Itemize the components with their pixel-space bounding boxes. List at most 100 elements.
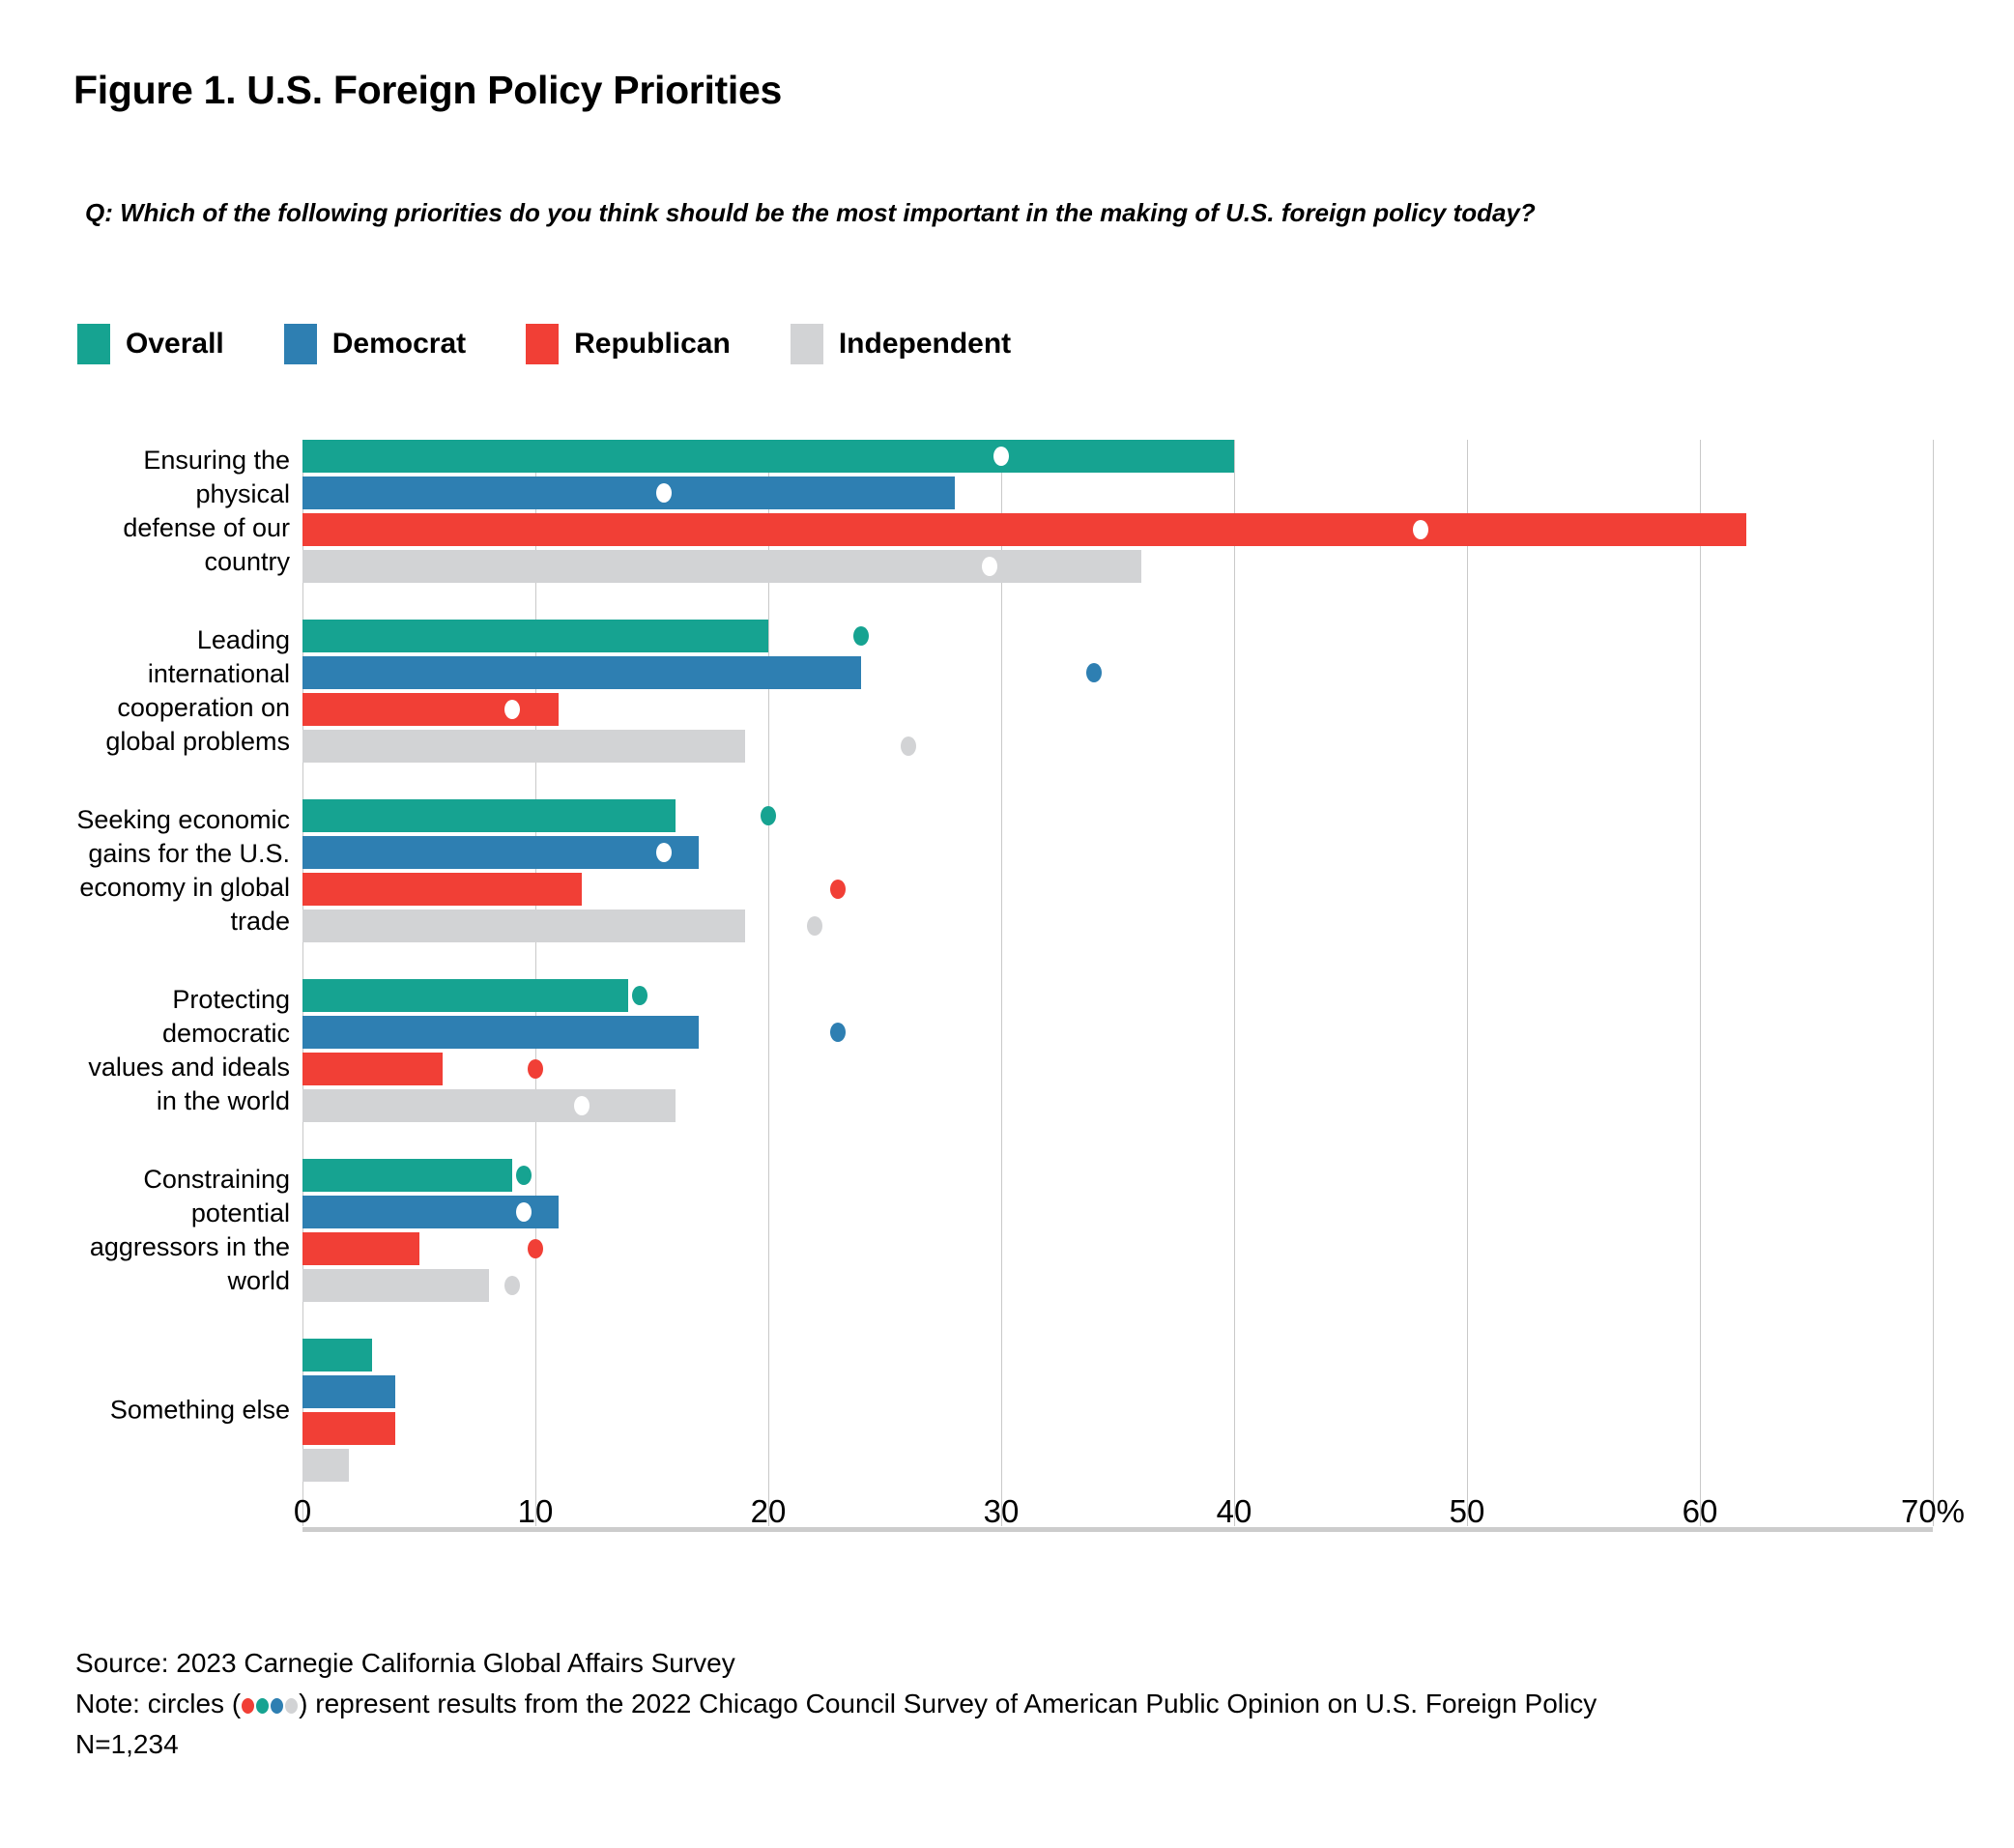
- legend-item-overall[interactable]: Overall: [77, 324, 224, 364]
- bar-group: [302, 440, 1933, 587]
- legend-swatch-icon: [77, 324, 110, 364]
- legend-item-democrat[interactable]: Democrat: [283, 324, 467, 364]
- bar-overall[interactable]: [302, 799, 676, 832]
- bar-democrat[interactable]: [302, 1196, 560, 1228]
- chart-plot-area: [302, 440, 1934, 1532]
- category-label: Protecting democratic values and ideals …: [88, 984, 290, 1116]
- bar-row: [302, 1449, 1933, 1482]
- bar-row: [302, 656, 1933, 689]
- x-tick-label-20: 20: [750, 1493, 787, 1529]
- bar-independent[interactable]: [302, 550, 1141, 583]
- note-line: Note: circles ( ) represent results from …: [75, 1684, 1597, 1724]
- legend-item-republican[interactable]: Republican: [526, 324, 731, 364]
- bar-row: [302, 693, 1933, 726]
- note-dot-swatches: [241, 1684, 299, 1724]
- bar-republican[interactable]: [302, 1053, 443, 1085]
- category-label: Leading international cooperation on glo…: [105, 624, 290, 757]
- bar-independent[interactable]: [302, 730, 745, 763]
- marker-dot-republican: [528, 1239, 543, 1258]
- legend-swatch-icon: [790, 324, 823, 364]
- bar-row: [302, 1016, 1933, 1049]
- legend-item-independent[interactable]: Independent: [790, 324, 1012, 364]
- bar-democrat[interactable]: [302, 1375, 396, 1408]
- bar-group: [302, 979, 1933, 1126]
- note-dot-icon: [285, 1698, 299, 1714]
- bar-row: [302, 1089, 1933, 1122]
- bar-democrat[interactable]: [302, 476, 955, 509]
- bar-row: [302, 730, 1933, 763]
- bar-row: [302, 910, 1933, 942]
- bar-row: [302, 620, 1933, 652]
- marker-dot-independent: [807, 916, 823, 936]
- chart-legend: Overall Democrat Republican Independent: [77, 322, 1011, 366]
- page-title: Figure 1. U.S. Foreign Policy Priorities: [73, 68, 783, 112]
- bar-democrat[interactable]: [302, 1016, 699, 1049]
- note-dot-icon: [242, 1698, 255, 1714]
- legend-swatch-icon: [526, 324, 560, 364]
- marker-dot-democrat: [1086, 663, 1103, 682]
- bar-row: [302, 440, 1933, 473]
- legend-label: Democrat: [331, 328, 467, 360]
- marker-dot-independent: [900, 736, 916, 756]
- note-prefix: Note: circles (: [75, 1689, 242, 1718]
- marker-dot-independent: [574, 1096, 590, 1115]
- bar-democrat[interactable]: [302, 836, 699, 869]
- marker-dot-republican: [504, 700, 520, 719]
- gridline-60: [1700, 440, 1701, 1526]
- category-label: Seeking economic gains for the U.S. econ…: [76, 804, 290, 937]
- bar-overall[interactable]: [302, 440, 1234, 473]
- bar-republican[interactable]: [302, 513, 1747, 546]
- note-dot-icon: [271, 1698, 284, 1714]
- marker-dot-republican: [830, 880, 847, 899]
- bar-republican[interactable]: [302, 693, 560, 726]
- x-tick-label-50: 50: [1449, 1493, 1485, 1529]
- bar-row: [302, 1412, 1933, 1445]
- x-tick-label-30: 30: [983, 1493, 1020, 1529]
- bar-independent[interactable]: [302, 1089, 676, 1122]
- sample-size: N=1,234: [75, 1729, 179, 1759]
- category-label: Ensuring the physical defense of our cou…: [123, 445, 290, 577]
- x-tick-label-10: 10: [517, 1493, 554, 1529]
- bar-group: [302, 620, 1933, 766]
- marker-dot-independent: [504, 1276, 520, 1295]
- bar-row: [302, 550, 1933, 583]
- bar-row: [302, 1196, 1933, 1228]
- bar-independent[interactable]: [302, 1449, 350, 1482]
- marker-dot-overall: [515, 1166, 532, 1185]
- marker-dot-republican: [1412, 520, 1428, 539]
- bar-row: [302, 476, 1933, 509]
- bar-independent[interactable]: [302, 1269, 489, 1302]
- bar-overall[interactable]: [302, 1159, 512, 1192]
- bar-republican[interactable]: [302, 1232, 419, 1265]
- bar-row: [302, 1053, 1933, 1085]
- marker-dot-overall: [993, 447, 1009, 466]
- bar-independent[interactable]: [302, 910, 745, 942]
- bar-overall[interactable]: [302, 1339, 373, 1372]
- note-suffix: ) represent results from the 2022 Chicag…: [299, 1689, 1597, 1718]
- bar-group: [302, 1159, 1933, 1306]
- category-label: Constraining potential aggressors in the…: [89, 1164, 290, 1296]
- gridline-70: [1933, 440, 1934, 1526]
- category-label: Something else: [109, 1395, 290, 1425]
- bar-row: [302, 979, 1933, 1012]
- bar-overall[interactable]: [302, 620, 768, 652]
- marker-dot-overall: [761, 806, 776, 825]
- bar-overall[interactable]: [302, 979, 629, 1012]
- bar-republican[interactable]: [302, 1412, 396, 1445]
- bar-row: [302, 873, 1933, 906]
- marker-dot-republican: [528, 1059, 543, 1079]
- x-axis-baseline: [302, 1527, 1933, 1532]
- bar-row: [302, 836, 1933, 869]
- bar-democrat[interactable]: [302, 656, 862, 689]
- marker-dot-overall: [853, 626, 870, 646]
- marker-dot-overall: [632, 986, 648, 1005]
- bar-row: [302, 513, 1933, 546]
- legend-label: Republican: [574, 328, 731, 360]
- bar-republican[interactable]: [302, 873, 583, 906]
- legend-swatch-icon: [283, 324, 317, 364]
- gridline-30: [1001, 440, 1002, 1526]
- x-tick-label-40: 40: [1216, 1493, 1252, 1529]
- x-axis-tick-labels: 0 10 20 30 40 50 60 70%: [294, 1493, 1965, 1542]
- legend-label: Independent: [838, 328, 1012, 360]
- legend-label: Overall: [126, 328, 224, 360]
